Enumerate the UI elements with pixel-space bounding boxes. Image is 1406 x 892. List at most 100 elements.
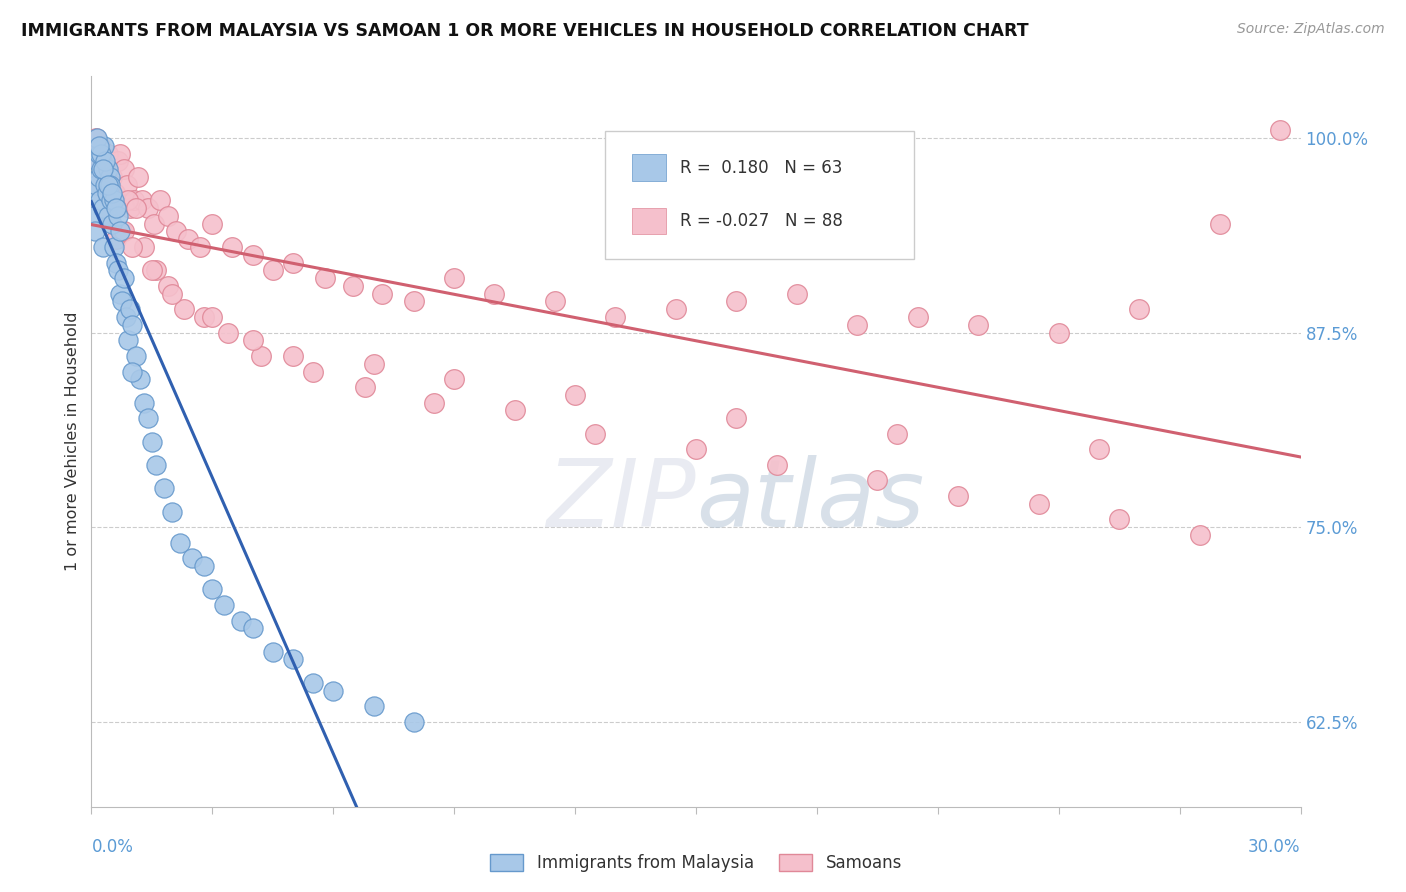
Bar [631,154,666,181]
Point [94,162,117,177]
Point [118,201,141,215]
Point [1270,123,1292,137]
Point [1128,302,1150,317]
Point [725,411,748,425]
Point [104,201,127,215]
Point [1188,528,1211,542]
Point [564,388,586,402]
Point [121,240,143,254]
Point [1028,497,1050,511]
Point [1088,442,1111,457]
Point [132,240,155,254]
Point [89,139,111,153]
Point [1047,326,1070,340]
Point [100,169,122,184]
Point [221,240,243,254]
Point [181,551,204,566]
Point [160,505,183,519]
Point [363,357,385,371]
Point [665,302,688,317]
Point [89,169,111,184]
Point [98,209,121,223]
Text: 30.0%: 30.0% [1249,838,1301,855]
Point [201,582,224,597]
Point [115,178,138,192]
Text: IMMIGRANTS FROM MALAYSIA VS SAMOAN 1 OR MORE VEHICLES IN HOUSEHOLD CORRELATION C: IMMIGRANTS FROM MALAYSIA VS SAMOAN 1 OR … [21,22,1029,40]
Point [217,326,239,340]
Point [122,194,145,208]
Point [108,286,131,301]
Point [90,162,112,177]
Point [94,154,117,169]
Point [370,286,392,301]
Point [121,318,143,332]
Point [725,294,748,309]
Point [104,255,127,269]
Point [84,178,107,192]
Point [132,395,155,409]
Point [188,240,211,254]
FancyBboxPatch shape [605,130,914,259]
Point [193,310,215,324]
Point [1108,512,1130,526]
Point [100,194,122,208]
Point [156,209,179,223]
Point [125,349,148,363]
Point [104,186,127,200]
Point [83,186,105,200]
Point [685,442,707,457]
Point [110,146,132,161]
Point [907,310,929,324]
Point [605,310,627,324]
Point [107,154,129,169]
Point [402,294,425,309]
Point [846,318,869,332]
Point [201,310,224,324]
Point [423,395,446,409]
Point [90,146,112,161]
Point [96,186,118,200]
Point [96,178,118,192]
Point [111,294,132,309]
Point [100,217,122,231]
Point [98,178,121,192]
Point [145,263,167,277]
Point [114,310,136,324]
Point [96,178,118,192]
Point [281,255,304,269]
Point [165,224,187,238]
Point [97,146,120,161]
Point [94,178,117,192]
Point [322,683,344,698]
Point [128,372,150,386]
Point [363,699,385,714]
Point [866,474,889,488]
Point [104,201,127,215]
Point [484,286,506,301]
Point [84,131,107,145]
Point [131,194,153,208]
Point [242,621,264,635]
Legend: Immigrants from Malaysia, Samoans: Immigrants from Malaysia, Samoans [491,854,901,872]
Text: R =  0.180   N = 63: R = 0.180 N = 63 [681,159,842,177]
Point [193,559,215,574]
Point [86,178,108,192]
Point [91,201,114,215]
Point [169,535,191,549]
Text: Source: ZipAtlas.com: Source: ZipAtlas.com [1237,22,1385,37]
Point [402,714,425,729]
Point [214,598,236,612]
Point [91,169,114,184]
Point [544,294,567,309]
Point [108,224,131,238]
Point [141,434,163,449]
Point [118,302,141,317]
Point [89,139,111,153]
Point [242,248,264,262]
Point [281,349,304,363]
Point [153,481,176,495]
Point [302,364,325,378]
Y-axis label: 1 or more Vehicles in Household: 1 or more Vehicles in Household [65,312,80,571]
Point [127,169,149,184]
Point [93,139,115,153]
